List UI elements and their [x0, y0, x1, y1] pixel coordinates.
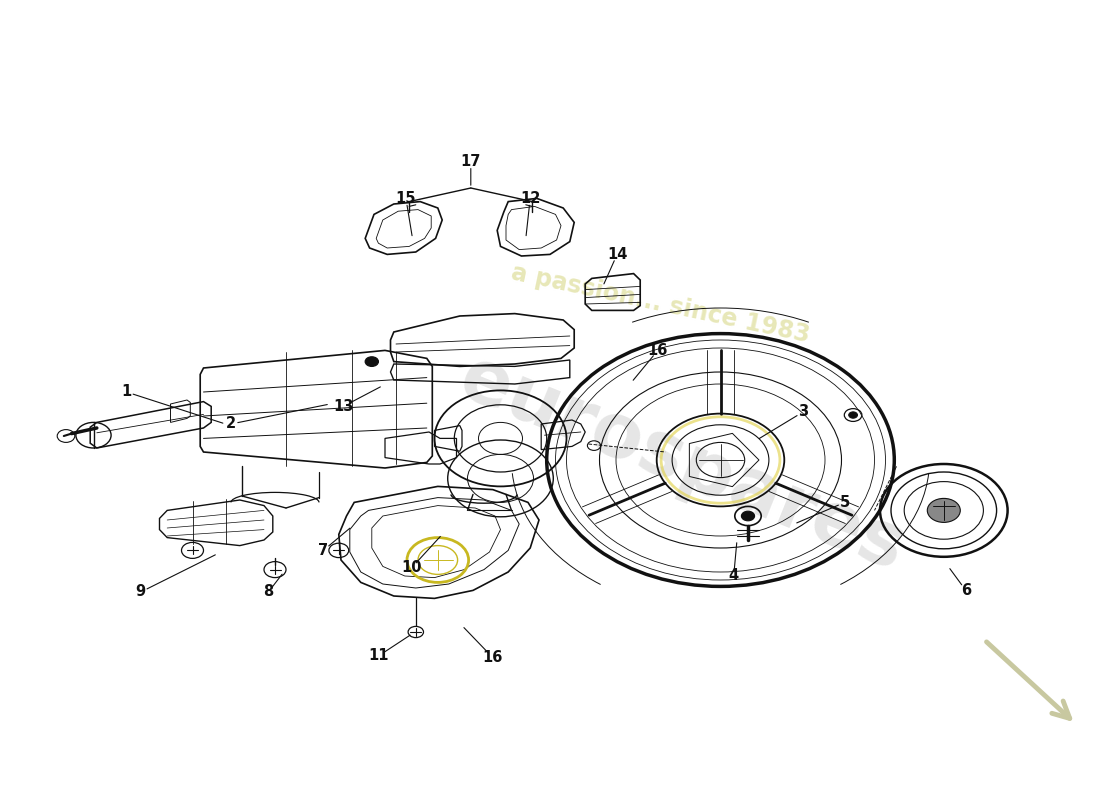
Text: 9: 9 [135, 585, 146, 599]
Text: 6: 6 [960, 583, 971, 598]
Text: eurospares: eurospares [449, 342, 915, 586]
Text: 14: 14 [607, 247, 627, 262]
Text: 12: 12 [520, 191, 540, 206]
Text: 4: 4 [728, 569, 739, 583]
Text: 16: 16 [483, 650, 503, 665]
Circle shape [741, 511, 755, 521]
Text: a passion... since 1983: a passion... since 1983 [508, 261, 812, 347]
Text: 2: 2 [226, 417, 236, 431]
Text: 10: 10 [402, 561, 421, 575]
Circle shape [365, 357, 378, 366]
Text: 16: 16 [648, 343, 668, 358]
Text: 13: 13 [333, 399, 353, 414]
Text: 5: 5 [839, 495, 850, 510]
Text: 11: 11 [368, 649, 388, 663]
Text: 7: 7 [318, 543, 329, 558]
Circle shape [927, 498, 960, 522]
Text: 1: 1 [121, 385, 132, 399]
Circle shape [849, 412, 858, 418]
Text: 17: 17 [461, 154, 481, 169]
Text: 8: 8 [263, 585, 274, 599]
Text: 15: 15 [396, 191, 416, 206]
Text: 3: 3 [798, 405, 808, 419]
